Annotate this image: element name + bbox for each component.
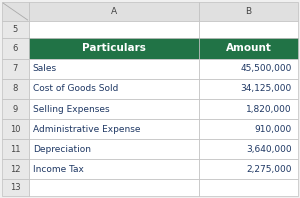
Bar [2, 38, 28, 59]
Text: Income Tax: Income Tax [33, 165, 83, 174]
Text: 13: 13 [10, 183, 21, 192]
Bar [2, 179, 28, 196]
Bar [199, 59, 298, 79]
Text: Cost of Goods Sold: Cost of Goods Sold [33, 85, 118, 93]
Text: 7: 7 [13, 65, 18, 73]
Text: 8: 8 [13, 85, 18, 93]
Bar [2, 79, 28, 99]
Text: A: A [111, 7, 117, 16]
Bar [199, 119, 298, 139]
Bar [199, 21, 298, 38]
Bar [28, 139, 199, 159]
Bar [199, 79, 298, 99]
Text: Amount: Amount [226, 43, 272, 53]
Text: 5: 5 [13, 25, 18, 34]
Bar [2, 99, 28, 119]
Text: 1,820,000: 1,820,000 [246, 105, 292, 113]
Bar [2, 139, 28, 159]
Bar [28, 38, 199, 59]
Bar [28, 59, 199, 79]
Bar [199, 179, 298, 196]
Text: Administrative Expense: Administrative Expense [33, 125, 140, 133]
Bar [28, 119, 199, 139]
Bar [28, 179, 199, 196]
Text: B: B [245, 7, 251, 16]
Text: 11: 11 [10, 145, 21, 154]
Text: Particulars: Particulars [82, 43, 146, 53]
Bar [28, 21, 199, 38]
Text: Depreciation: Depreciation [33, 145, 91, 154]
Text: Selling Expenses: Selling Expenses [33, 105, 109, 113]
Bar [199, 38, 298, 59]
Text: 9: 9 [13, 105, 18, 113]
Bar [199, 99, 298, 119]
Text: 34,125,000: 34,125,000 [241, 85, 292, 93]
Bar [199, 2, 298, 21]
Text: 10: 10 [10, 125, 21, 133]
Bar [28, 159, 199, 179]
Text: 3,640,000: 3,640,000 [246, 145, 292, 154]
Bar [28, 79, 199, 99]
Text: 910,000: 910,000 [255, 125, 292, 133]
Bar [28, 2, 199, 21]
Text: 2,275,000: 2,275,000 [247, 165, 292, 174]
Bar [199, 159, 298, 179]
Bar [2, 119, 28, 139]
Bar [2, 2, 28, 21]
Bar [199, 139, 298, 159]
Text: 45,500,000: 45,500,000 [241, 65, 292, 73]
Bar [2, 21, 28, 38]
Text: 6: 6 [13, 44, 18, 53]
Bar [2, 59, 28, 79]
Text: Sales: Sales [33, 65, 57, 73]
Bar [28, 99, 199, 119]
Text: 12: 12 [10, 165, 21, 174]
Bar [2, 159, 28, 179]
